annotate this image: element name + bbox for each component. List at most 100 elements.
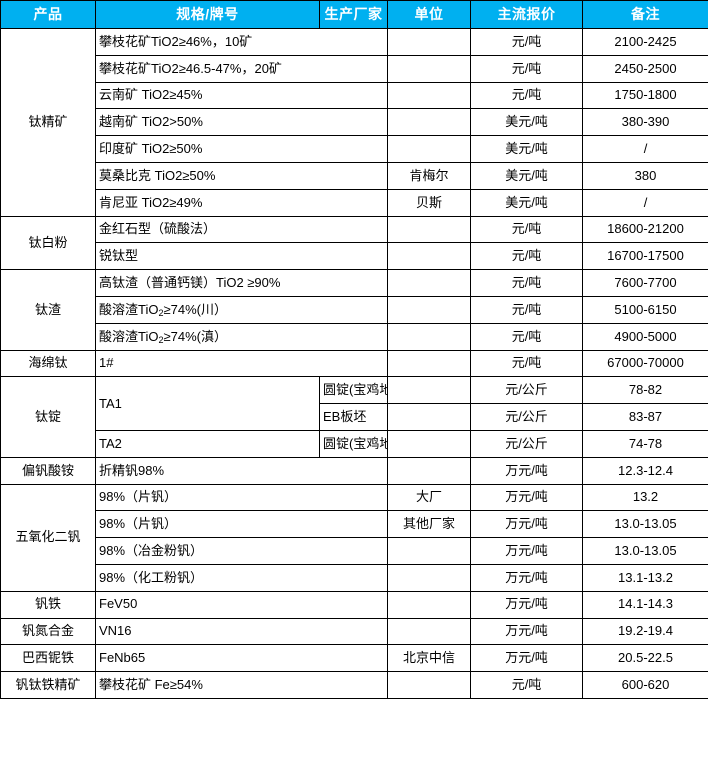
manufacturer-cell — [387, 215, 471, 244]
manufacturer-cell — [387, 537, 471, 565]
table-row: 攀枝花矿TiO2≥46.5-47%，20矿元/吨2450-2500出厂不含税承兑… — [1, 54, 708, 83]
subscript-two: 2 — [158, 334, 164, 345]
price-cell: 67000-70000 — [582, 349, 708, 378]
header-row: 产品 规格/牌号 生产厂家 单位 主流报价 备注 — [0, 0, 708, 29]
manufacturer-cell — [387, 456, 471, 485]
price-cell: 13.2 — [582, 483, 708, 512]
grade-cell: 圆锭(宝鸡地区) — [319, 429, 388, 458]
grade-cell: 越南矿 TiO2>50% — [95, 108, 388, 137]
price-cell: 20.5-22.5 — [582, 644, 708, 673]
grade-cell: 攀枝花矿 Fe≥54% — [95, 671, 388, 699]
product-name-cell: 偏钒酸铵 — [0, 456, 96, 485]
unit-cell: 元/吨 — [470, 295, 583, 324]
unit-cell: 元/吨 — [470, 242, 583, 271]
column-header-product: 产品 — [0, 0, 96, 29]
grade-cell: 98%（片钒） — [95, 483, 388, 512]
table-body: 钛精矿攀枝花矿TiO2≥46%，10矿元/吨2100-2425出厂不含税现金价攀… — [0, 28, 708, 699]
price-cell: 14.1-14.3 — [582, 590, 708, 619]
price-cell: 4900-5000 — [582, 322, 708, 351]
grade-cell: 锐钛型 — [95, 242, 388, 271]
unit-cell: 元/吨 — [470, 349, 583, 378]
manufacturer-cell — [387, 135, 471, 163]
product-name-cell: 钛白粉 — [0, 215, 96, 271]
unit-cell: 元/吨 — [470, 671, 583, 699]
unit-cell: 元/吨 — [470, 215, 583, 244]
grade-cell: FeV50 — [95, 590, 388, 619]
column-header-maker: 生产厂家 — [319, 0, 388, 29]
unit-cell: 万元/吨 — [470, 617, 583, 646]
price-cell: 83-87 — [582, 403, 708, 431]
unit-cell: 万元/吨 — [470, 537, 583, 565]
unit-cell: 万元/吨 — [470, 590, 583, 619]
manufacturer-cell — [387, 617, 471, 646]
price-cell: / — [582, 135, 708, 163]
grade-cell: FeNb65 — [95, 644, 388, 673]
manufacturer-cell — [387, 376, 471, 405]
product-name-cell: 钒铁 — [0, 590, 96, 619]
manufacturer-cell — [387, 242, 471, 271]
manufacturer-cell — [387, 322, 471, 351]
price-cell: / — [582, 188, 708, 217]
product-name-cell: 钛精矿 — [0, 28, 96, 217]
grade-cell: 98%（化工粉钒） — [95, 563, 388, 592]
manufacturer-cell — [387, 28, 471, 56]
grade-cell: 98%（片钒） — [95, 510, 388, 539]
manufacturer-cell — [387, 295, 471, 324]
grade-cell: 印度矿 TiO2≥50% — [95, 135, 388, 163]
price-cell: 2100-2425 — [582, 28, 708, 56]
grade-cell: 肯尼亚 TiO2≥49% — [95, 188, 388, 217]
unit-cell: 美元/吨 — [470, 108, 583, 137]
grade-cell: VN16 — [95, 617, 388, 646]
column-header-unit: 单位 — [387, 0, 471, 29]
price-cell: 78-82 — [582, 376, 708, 405]
product-name-cell: 钛渣 — [0, 269, 96, 351]
unit-cell: 元/吨 — [470, 28, 583, 56]
grade-cell: 酸溶渣TiO2≥74%(滇） — [95, 322, 388, 351]
unit-cell: 万元/吨 — [470, 644, 583, 673]
unit-cell: 元/吨 — [470, 269, 583, 297]
product-name-cell: 钒钛铁精矿 — [0, 671, 96, 699]
product-name-cell: 钛锭 — [0, 376, 96, 458]
manufacturer-cell — [387, 269, 471, 297]
price-cell: 13.0-13.05 — [582, 537, 708, 565]
manufacturer-cell: 大厂 — [387, 483, 471, 512]
grade-cell: 圆锭(宝鸡地区) — [319, 376, 388, 405]
manufacturer-cell: 贝斯 — [387, 188, 471, 217]
unit-cell: 元/公斤 — [470, 403, 583, 431]
subscript-two: 2 — [158, 307, 164, 318]
product-name-cell: 五氧化二钒 — [0, 483, 96, 592]
grade-cell: 攀枝花矿TiO2≥46%，10矿 — [95, 28, 388, 56]
product-subgrade-cell: TA1 — [95, 376, 320, 431]
grade-cell: 金红石型（硫酸法） — [95, 215, 388, 244]
manufacturer-cell — [387, 81, 471, 110]
price-cell: 74-78 — [582, 429, 708, 458]
column-header-grade: 规格/牌号 — [95, 0, 320, 29]
column-header-price: 主流报价 — [470, 0, 583, 29]
manufacturer-cell — [387, 349, 471, 378]
unit-cell: 万元/吨 — [470, 483, 583, 512]
manufacturer-cell: 北京中信 — [387, 644, 471, 673]
unit-cell: 万元/吨 — [470, 510, 583, 539]
price-cell: 1750-1800 — [582, 81, 708, 110]
price-cell: 380-390 — [582, 108, 708, 137]
price-cell: 7600-7700 — [582, 269, 708, 297]
grade-cell: 高钛渣（普通钙镁）TiO2 ≥90% — [95, 269, 388, 297]
table-row: 98%（冶金粉钒）万元/吨13.0-13.05出厂含税现金价 — [1, 537, 708, 565]
manufacturer-cell — [387, 54, 471, 83]
product-name-cell: 钒氮合金 — [0, 617, 96, 646]
